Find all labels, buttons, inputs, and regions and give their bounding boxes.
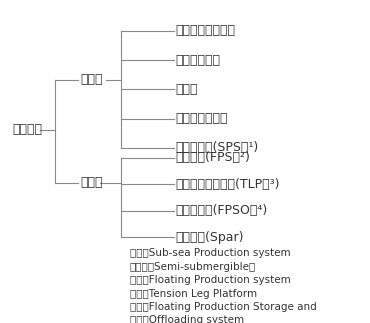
- Text: スパー式(Spar): スパー式(Spar): [176, 231, 244, 244]
- Text: ＊４　Floating Production Storage and: ＊４ Floating Production Storage and: [130, 302, 317, 312]
- Text: ジャッキアップ式: ジャッキアップ式: [176, 24, 236, 37]
- Text: ガイドタワー式: ガイドタワー式: [176, 112, 228, 125]
- Text: Offloading system: Offloading system: [130, 316, 244, 323]
- Text: モノハル式(FPSO＊⁴): モノハル式(FPSO＊⁴): [176, 204, 268, 217]
- Text: 浮遊式: 浮遊式: [80, 176, 103, 189]
- Text: ジャケット式: ジャケット式: [176, 54, 221, 67]
- Text: Floating Production system: Floating Production system: [130, 275, 290, 285]
- Text: 半潜水式(FPS＊²): 半潜水式(FPS＊²): [176, 151, 250, 164]
- Text: ＊３　Tension Leg Platform: ＊３ Tension Leg Platform: [130, 289, 257, 299]
- Text: 着定式: 着定式: [80, 73, 103, 86]
- Text: 重力式: 重力式: [176, 83, 198, 96]
- Text: 生産施設: 生産施設: [12, 123, 43, 136]
- Text: 海底生産式(SPS＊¹): 海底生産式(SPS＊¹): [176, 141, 259, 154]
- Text: ＊１　Sub-sea Production system: ＊１ Sub-sea Production system: [130, 248, 290, 258]
- Text: テンションレグ式(TLP＊³): テンションレグ式(TLP＊³): [176, 178, 280, 191]
- Text: ＊２　（Semi-submergible）: ＊２ （Semi-submergible）: [130, 262, 256, 272]
